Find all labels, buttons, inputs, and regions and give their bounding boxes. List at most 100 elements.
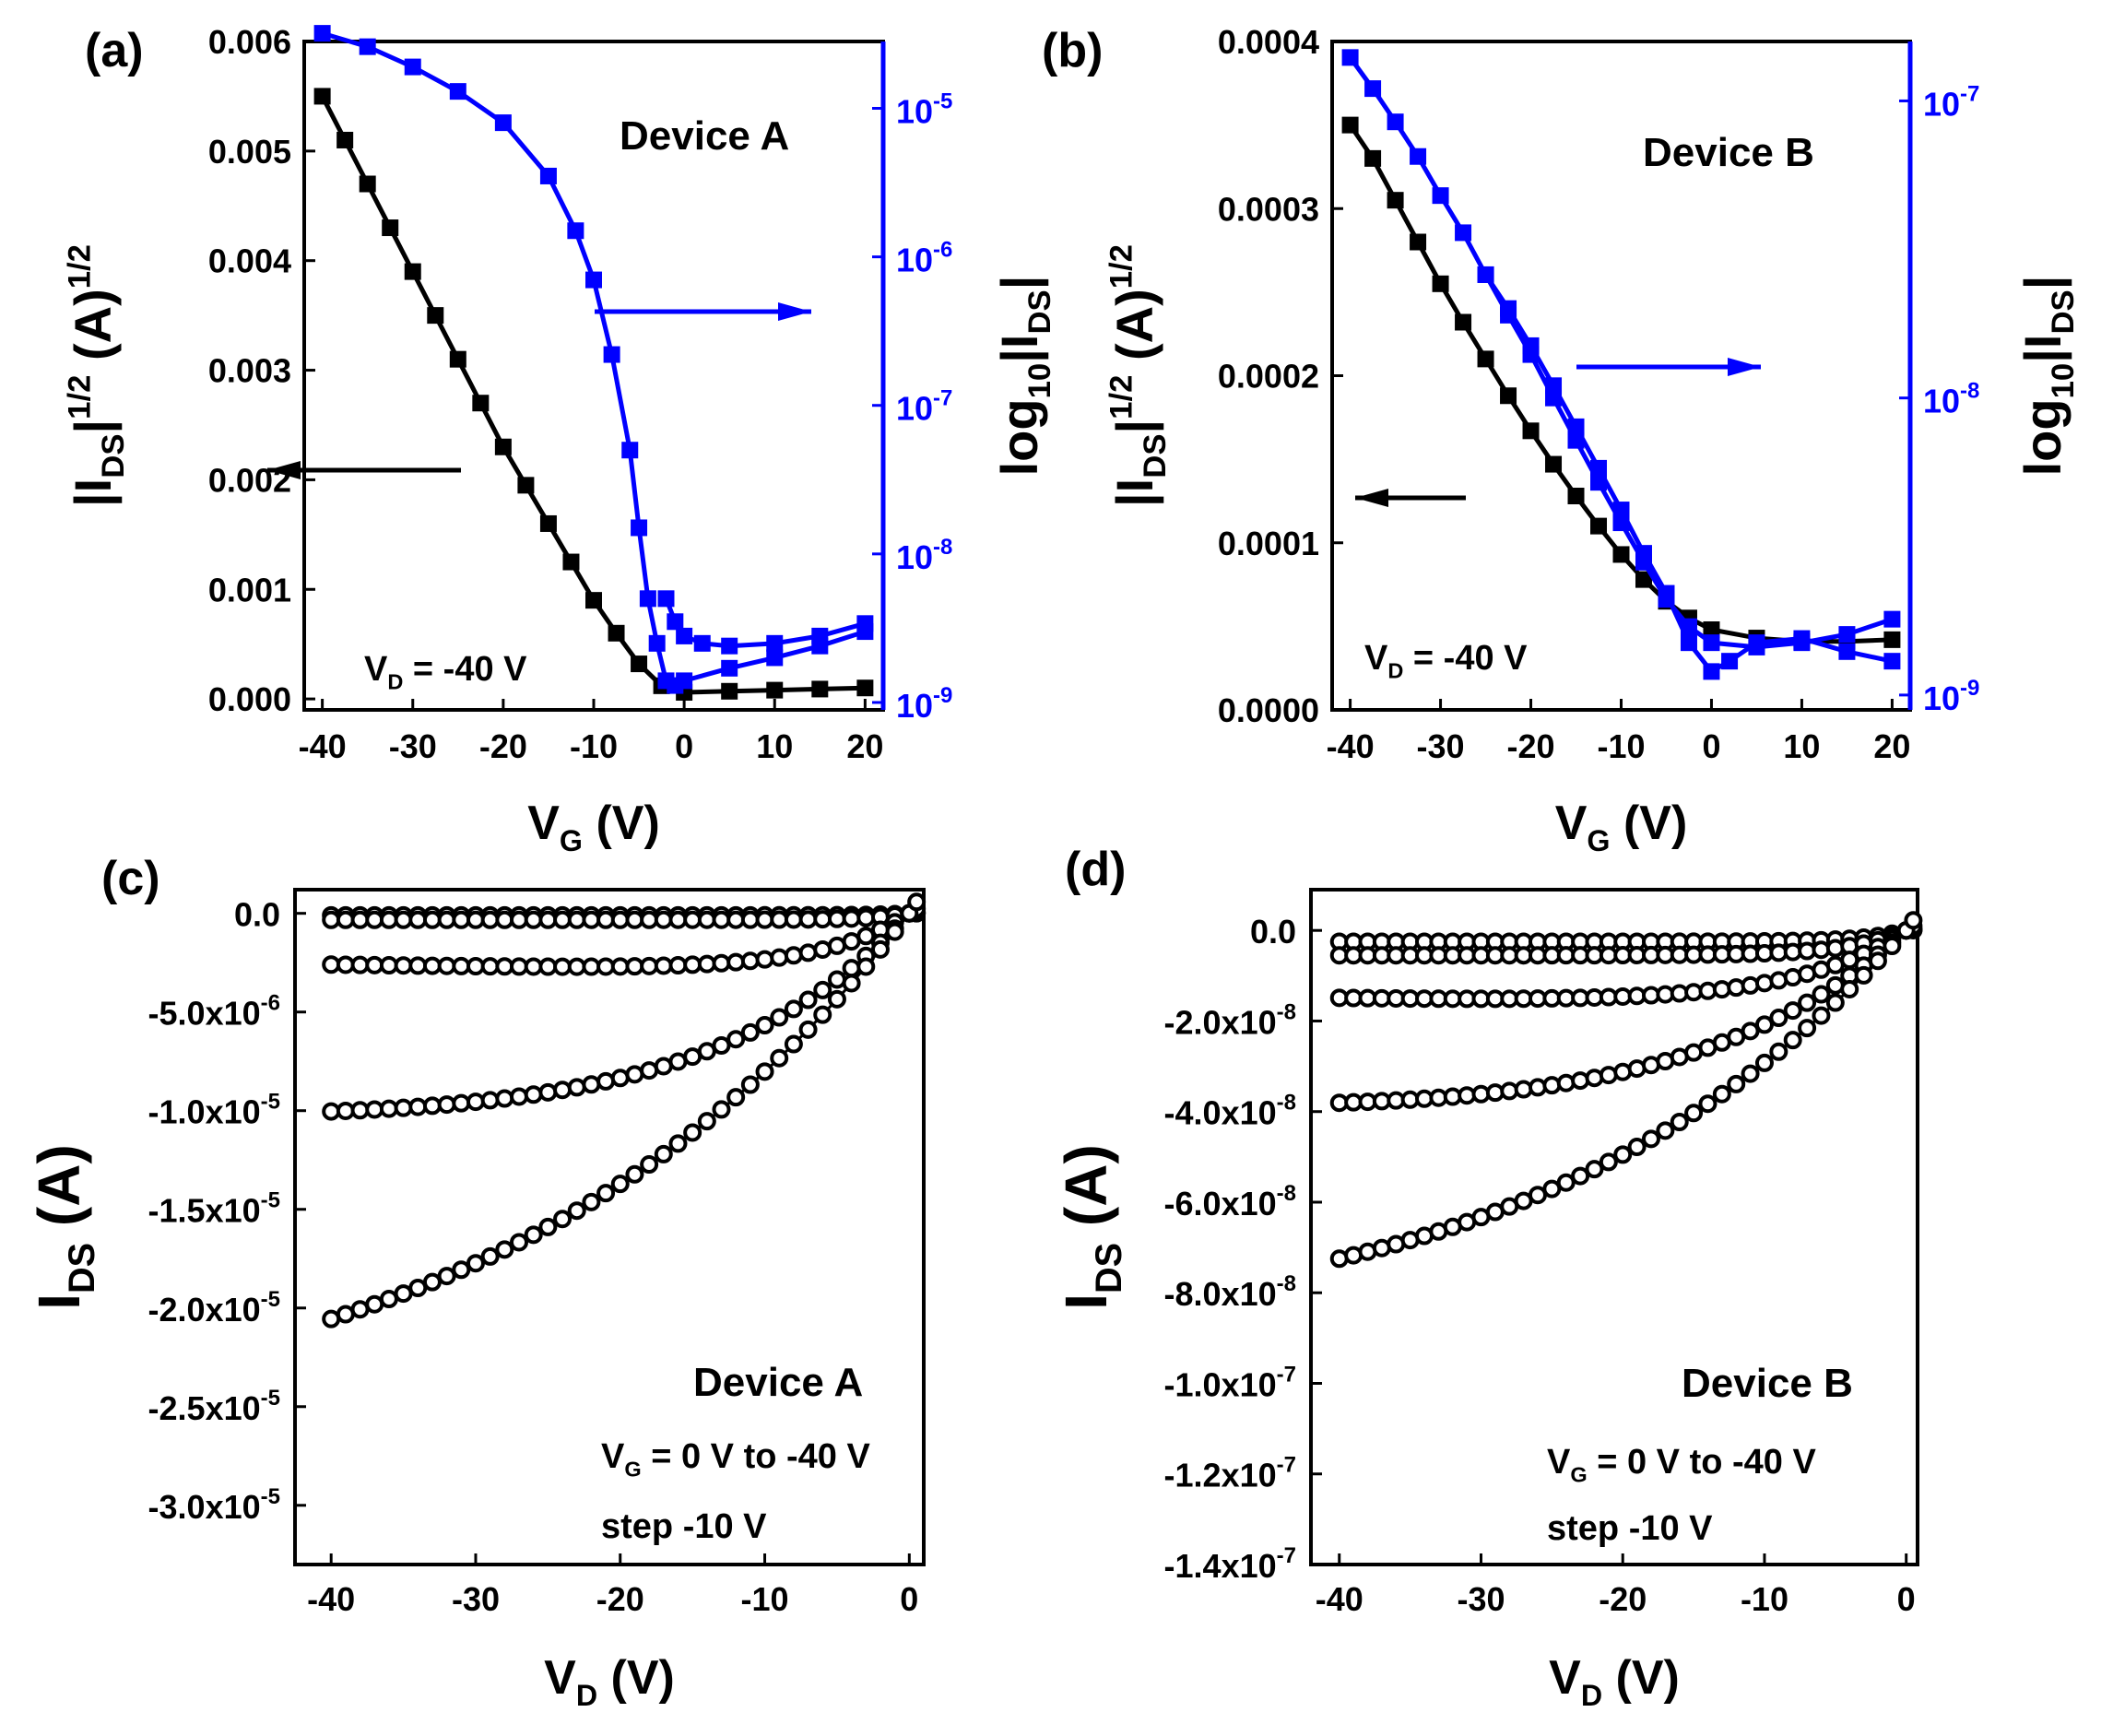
panel-b-x-axis-label: VG (V) xyxy=(1555,797,1688,857)
panel-a-y-right-axis-label: log10|IDS| xyxy=(990,276,1057,477)
panel-a-data-point xyxy=(585,271,602,289)
panel-b-series-line xyxy=(1348,124,1893,644)
panel-b-data-point xyxy=(1364,149,1382,167)
panel-a-data-point xyxy=(721,637,738,655)
panel-b-y-left-axis-label: |IDS|1/2 (A)1/2 xyxy=(1104,244,1173,507)
panel-d-data-point xyxy=(1684,1104,1704,1123)
panel-c-data-point xyxy=(827,936,846,955)
panel-c-data-point xyxy=(770,948,789,967)
panel-c-data-point xyxy=(350,955,370,974)
panel-c-data-point xyxy=(683,910,702,929)
panel-a-data-point xyxy=(336,131,354,148)
panel-c-data-point xyxy=(683,1123,702,1142)
panel-a-data-point xyxy=(693,634,711,652)
panel-b-data-point xyxy=(1432,275,1449,292)
panel-d-y-tick-label: -8.0x10-8 xyxy=(1164,1271,1296,1313)
panel-b-data-point xyxy=(1748,634,1765,652)
panel-a-data-point xyxy=(631,655,648,673)
panel-c-data-point xyxy=(885,922,904,941)
panel-b-data-point xyxy=(1658,585,1675,602)
panel-a-data-point xyxy=(539,514,557,532)
panel-c-data-point xyxy=(813,939,832,959)
panel-c-data-point xyxy=(365,1294,384,1314)
panel-a-data-point xyxy=(608,624,625,642)
panel-c-data-point xyxy=(842,974,861,993)
panel-c-data-point xyxy=(712,1100,731,1119)
panel-a-y-right-tick-label: 10-9 xyxy=(896,683,952,725)
panel-d-y-tick-label: -2.0x10-8 xyxy=(1164,999,1296,1041)
panel-c-data-point xyxy=(322,955,341,974)
panel-c-data-point xyxy=(582,957,601,976)
panel-d-data-point xyxy=(1542,1076,1562,1095)
panel-b-data-point xyxy=(1567,418,1585,435)
panel-b-data-point xyxy=(1703,621,1720,638)
panel-c-data-point xyxy=(567,957,586,976)
panel-c-data-point xyxy=(654,1144,673,1163)
panel-c-data-point xyxy=(697,954,716,974)
panel-d-data-point xyxy=(1741,975,1760,995)
panel-c-data-point xyxy=(654,1057,673,1076)
panel-c-data-point xyxy=(553,1210,573,1229)
panel-c-data-point xyxy=(856,927,876,946)
panel-a-data-point xyxy=(631,519,648,537)
panel-a-y-left-tick-label: 0.001 xyxy=(208,571,291,608)
panel-a-data-point xyxy=(359,175,376,193)
panel-c-data-point xyxy=(842,959,861,978)
panel-c-data-point xyxy=(798,1020,818,1039)
panel-d-data-point xyxy=(1727,1074,1746,1093)
panel-a-data-point xyxy=(603,346,620,363)
panel-c-y-tick-label: -3.0x10-5 xyxy=(148,1484,280,1526)
panel-c-data-point xyxy=(394,1284,413,1304)
panel-b-x-tick-label: -20 xyxy=(1507,727,1555,765)
panel-c-vg-label: VG = 0 V to -40 V xyxy=(601,1437,870,1482)
panel-b-data-point xyxy=(1883,610,1901,628)
panel-c-data-point xyxy=(408,1097,428,1116)
panel-a-x-tick-label: 10 xyxy=(756,727,793,765)
panel-a-x-tick-label: 20 xyxy=(846,727,883,765)
panel-d-y-tick-label: -1.0x10-7 xyxy=(1164,1362,1296,1403)
panel-b-y-left-tick-label: 0.0001 xyxy=(1218,525,1319,562)
panel-a-data-point xyxy=(427,307,444,325)
panel-c-data-point xyxy=(408,1278,428,1297)
panel-a-right-axis-arrow-head xyxy=(778,302,811,321)
panel-c-data-point xyxy=(870,939,890,959)
panel-c-y-tick-label: -2.0x10-5 xyxy=(148,1287,280,1329)
panel-c-data-point xyxy=(784,946,803,965)
panel-c-data-point xyxy=(466,910,485,929)
panel-d-annotation: Device B xyxy=(1682,1361,1853,1406)
panel-b-data-point xyxy=(1680,634,1697,652)
panel-d-data-point xyxy=(1528,1078,1547,1097)
panel-b-y-left-tick-label: 0.0004 xyxy=(1218,23,1319,61)
panel-b-x-tick-label: -30 xyxy=(1417,727,1465,765)
panel-c-data-point xyxy=(510,1087,529,1106)
panel-a-data-point xyxy=(449,350,466,368)
panel-b-data-point xyxy=(1883,653,1901,670)
panel-b-annotation: Device B xyxy=(1643,130,1814,175)
panel-d-y-tick-label: 0.0 xyxy=(1250,913,1296,951)
panel-c-data-point xyxy=(712,1036,731,1056)
panel-a-data-point xyxy=(449,83,466,100)
panel-b-data-point xyxy=(1522,422,1540,440)
panel-a-data-point xyxy=(494,438,512,455)
panel-d-data-point xyxy=(1754,974,1774,993)
panel-c-data-point xyxy=(422,1096,442,1116)
panel-c-data-point xyxy=(480,910,500,929)
panel-c-data-point xyxy=(567,1078,586,1097)
panel-c-data-point xyxy=(437,1267,456,1286)
panel-b-data-point xyxy=(1410,233,1427,251)
panel-c-data-point xyxy=(582,910,601,929)
panel-c-data-point xyxy=(322,1102,341,1121)
panel-d-data-point xyxy=(1754,1015,1774,1034)
panel-c-data-point xyxy=(567,910,586,929)
panel-b-data-point xyxy=(1545,455,1563,473)
panel-d-data-point xyxy=(1698,1094,1718,1114)
panel-a-x-tick-label: -40 xyxy=(299,727,347,765)
panel-b-data-point xyxy=(1455,313,1472,331)
panel-c-data-point xyxy=(596,1071,616,1091)
panel-c-data-point xyxy=(524,910,543,929)
panel-c-data-point xyxy=(610,1175,630,1194)
panel-a-data-point xyxy=(766,681,784,699)
panel-c-data-point xyxy=(322,1309,341,1329)
panel-b-data-point xyxy=(1477,350,1494,368)
panel-b-data-point xyxy=(1387,113,1404,131)
